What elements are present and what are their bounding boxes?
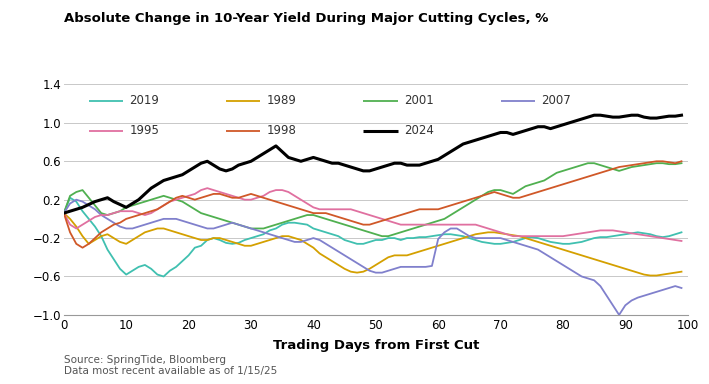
Text: Absolute Change in 10-Year Yield During Major Cutting Cycles, %: Absolute Change in 10-Year Yield During … xyxy=(64,12,548,25)
Text: 2019: 2019 xyxy=(129,94,160,107)
Text: 1998: 1998 xyxy=(267,124,296,137)
X-axis label: Trading Days from First Cut: Trading Days from First Cut xyxy=(272,339,479,352)
Text: 2001: 2001 xyxy=(404,94,434,107)
Text: 2024: 2024 xyxy=(404,124,434,137)
Text: Source: SpringTide, Bloomberg
Data most recent available as of 1/15/25: Source: SpringTide, Bloomberg Data most … xyxy=(64,355,277,376)
Text: 2007: 2007 xyxy=(541,94,571,107)
Text: 1995: 1995 xyxy=(129,124,160,137)
Text: 1989: 1989 xyxy=(267,94,296,107)
